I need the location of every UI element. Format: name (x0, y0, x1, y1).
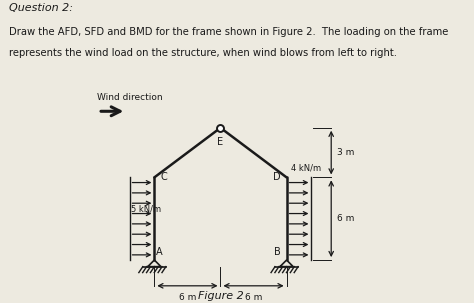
Text: 5 kN/m: 5 kN/m (130, 205, 161, 214)
Text: Figure 2: Figure 2 (198, 291, 243, 301)
Text: 3 m: 3 m (337, 148, 355, 157)
Text: Wind direction: Wind direction (97, 93, 162, 102)
Text: 6 m: 6 m (245, 293, 262, 302)
Text: 4 kN/m: 4 kN/m (291, 163, 321, 172)
Text: 6 m: 6 m (179, 293, 196, 302)
Text: A: A (156, 247, 163, 257)
Text: B: B (274, 247, 281, 257)
Text: E: E (218, 137, 224, 147)
Text: Draw the AFD, SFD and BMD for the frame shown in Figure 2.  The loading on the f: Draw the AFD, SFD and BMD for the frame … (9, 27, 449, 37)
Text: C: C (160, 172, 167, 182)
Text: D: D (273, 172, 281, 182)
Text: 6 m: 6 m (337, 214, 355, 223)
Text: represents the wind load on the structure, when wind blows from left to right.: represents the wind load on the structur… (9, 48, 398, 58)
Text: Question 2:: Question 2: (9, 3, 73, 13)
